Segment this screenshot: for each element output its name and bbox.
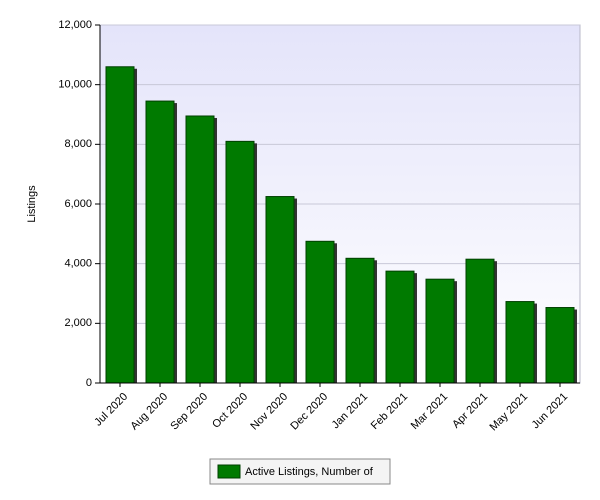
x-tick-label: Feb 2021 [369, 391, 410, 432]
bar [465, 258, 495, 384]
bar [345, 257, 375, 384]
x-tick-label: Sep 2020 [168, 391, 210, 433]
bar [265, 196, 295, 384]
x-tick-label: Mar 2021 [409, 391, 450, 432]
bar [385, 270, 415, 384]
y-axis-label: Listings [26, 185, 38, 223]
x-tick-label: Nov 2020 [248, 391, 290, 433]
y-tick-label: 4,000 [64, 258, 92, 270]
bar [105, 66, 135, 384]
y-tick-label: 10,000 [58, 79, 92, 91]
y-tick-label: 6,000 [64, 198, 92, 210]
y-tick-label: 8,000 [64, 138, 92, 150]
x-tick-label: May 2021 [488, 391, 531, 434]
x-tick-label: Jun 2021 [530, 391, 570, 431]
bar [505, 301, 535, 384]
x-tick-label: Jul 2020 [92, 391, 130, 429]
bar [145, 100, 175, 384]
bar [225, 140, 255, 384]
x-tick-label: Dec 2020 [288, 391, 330, 433]
bar [545, 307, 575, 384]
y-tick-label: 12,000 [58, 19, 92, 31]
x-tick-label: Oct 2020 [210, 391, 250, 431]
y-tick-label: 2,000 [64, 317, 92, 329]
bar [425, 278, 455, 384]
legend-swatch [217, 464, 241, 479]
bar [185, 115, 215, 384]
x-tick-label: Aug 2020 [128, 391, 170, 433]
y-tick-label: 0 [86, 377, 92, 389]
legend-label: Active Listings, Number of [245, 466, 374, 478]
bar [305, 240, 335, 384]
x-tick-label: Jan 2021 [330, 391, 370, 431]
x-tick-label: Apr 2021 [450, 391, 490, 431]
